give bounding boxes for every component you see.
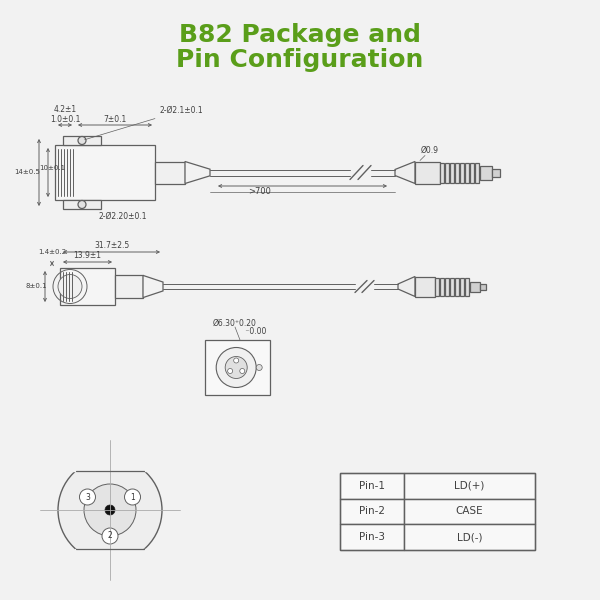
Bar <box>460 277 464 295</box>
Bar <box>63 136 101 145</box>
Text: >700: >700 <box>248 187 271 196</box>
Circle shape <box>78 200 86 208</box>
Circle shape <box>58 458 162 562</box>
Bar <box>492 169 500 176</box>
Circle shape <box>79 489 95 505</box>
Bar <box>480 166 492 179</box>
Bar <box>435 277 439 295</box>
Text: 3: 3 <box>85 493 90 502</box>
Text: 14±0.5: 14±0.5 <box>14 169 40 175</box>
Text: Ø6.30⁺0.20: Ø6.30⁺0.20 <box>213 319 257 328</box>
Bar <box>155 161 185 184</box>
Bar <box>415 161 440 184</box>
Polygon shape <box>395 161 415 184</box>
Bar <box>450 277 454 295</box>
Circle shape <box>105 505 115 515</box>
Text: CASE: CASE <box>456 506 484 517</box>
Bar <box>340 524 404 550</box>
Bar <box>475 163 479 182</box>
Text: 2: 2 <box>107 532 112 541</box>
Circle shape <box>256 364 262 370</box>
Bar <box>445 277 449 295</box>
Bar <box>465 277 469 295</box>
Bar <box>60 268 115 305</box>
Bar <box>63 200 101 209</box>
Text: 10±0.1: 10±0.1 <box>39 164 65 170</box>
Text: LD(+): LD(+) <box>454 481 485 491</box>
Bar <box>465 163 469 182</box>
Bar <box>340 473 404 499</box>
Text: 7±0.1: 7±0.1 <box>103 115 127 124</box>
Bar <box>470 163 474 182</box>
Circle shape <box>102 528 118 544</box>
Bar <box>404 473 535 499</box>
Bar <box>470 281 480 292</box>
Text: Pin-2: Pin-2 <box>359 506 385 517</box>
Text: Ø0.9: Ø0.9 <box>421 146 439 155</box>
Bar <box>450 163 454 182</box>
Circle shape <box>227 368 233 373</box>
Circle shape <box>240 368 245 373</box>
Bar <box>115 275 143 298</box>
Circle shape <box>84 484 136 536</box>
Text: 13.9±1: 13.9±1 <box>73 251 101 260</box>
Polygon shape <box>143 275 163 298</box>
Bar <box>55 145 155 200</box>
Bar <box>460 163 464 182</box>
Bar <box>415 277 435 296</box>
Text: ⁻0.00: ⁻0.00 <box>224 328 266 337</box>
Circle shape <box>225 356 247 379</box>
Circle shape <box>78 136 86 145</box>
Bar <box>404 524 535 550</box>
Bar <box>205 340 270 395</box>
Text: 2-Ø2.1±0.1: 2-Ø2.1±0.1 <box>85 106 203 140</box>
Text: B82 Package and: B82 Package and <box>179 23 421 47</box>
Circle shape <box>234 358 239 363</box>
Text: 4.2±1: 4.2±1 <box>53 104 77 113</box>
Bar <box>455 277 459 295</box>
Circle shape <box>216 347 256 388</box>
Text: 8±0.1: 8±0.1 <box>25 283 47 289</box>
Polygon shape <box>185 161 210 184</box>
Text: 2-Ø2.20±0.1: 2-Ø2.20±0.1 <box>99 211 147 220</box>
Text: 31.7±2.5: 31.7±2.5 <box>94 241 130 250</box>
Circle shape <box>125 489 140 505</box>
Bar <box>455 163 459 182</box>
Bar <box>340 473 535 550</box>
Text: 1.4±0.2: 1.4±0.2 <box>38 249 66 255</box>
Text: Pin-3: Pin-3 <box>359 532 385 542</box>
Text: 1: 1 <box>130 493 135 502</box>
Polygon shape <box>398 277 415 296</box>
Bar <box>440 163 444 182</box>
Text: Pin Configuration: Pin Configuration <box>176 48 424 72</box>
Text: 1.0±0.1: 1.0±0.1 <box>50 115 80 124</box>
Bar <box>404 499 535 524</box>
Bar <box>445 163 449 182</box>
Bar <box>340 499 404 524</box>
Text: LD(-): LD(-) <box>457 532 482 542</box>
Bar <box>440 277 444 295</box>
Text: Pin-1: Pin-1 <box>359 481 385 491</box>
Bar <box>480 283 486 289</box>
Circle shape <box>58 275 82 298</box>
